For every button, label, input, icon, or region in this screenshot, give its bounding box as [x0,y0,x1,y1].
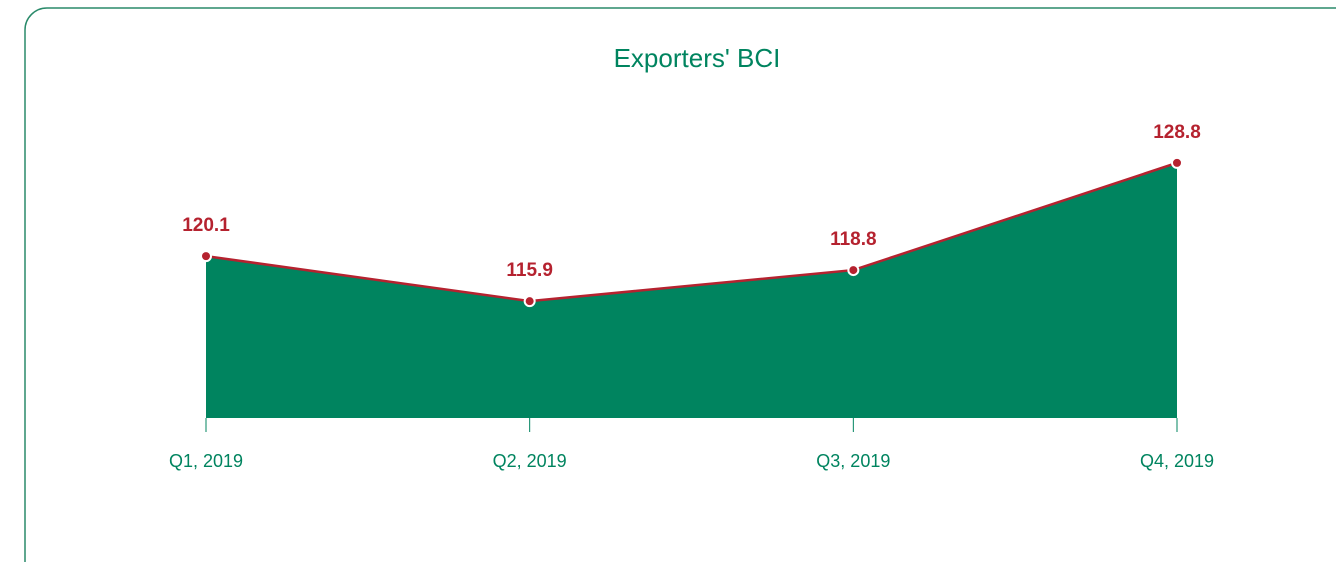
point [200,250,212,263]
line [205,161,1178,303]
area [206,162,1177,418]
data-label: 118.8 [830,229,877,250]
point [523,295,536,308]
x-tick-label: Q4, 2019 [1140,451,1214,471]
data-label: 115.9 [506,260,553,281]
point [847,264,860,277]
x-tick-label: Q2, 2019 [493,451,567,471]
data-label: 128.8 [1153,122,1201,143]
chart-title: Exporters' BCI [614,43,781,73]
point [1171,156,1183,169]
data-label: 120.1 [182,215,230,236]
x-tick-label: Q3, 2019 [816,451,890,471]
x-tick-label: Q1, 2019 [169,451,243,471]
